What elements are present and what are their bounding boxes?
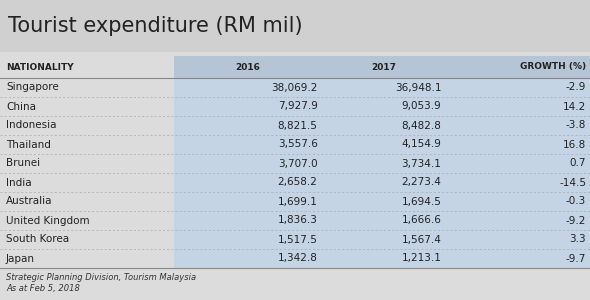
Text: Strategic Planning Division, Tourism Malaysia: Strategic Planning Division, Tourism Mal… [6, 272, 196, 281]
Text: South Korea: South Korea [6, 235, 69, 244]
Bar [174, 211, 322, 230]
Text: 1,567.4: 1,567.4 [402, 235, 441, 244]
Text: 2,273.4: 2,273.4 [402, 178, 441, 188]
Bar [174, 173, 322, 192]
Text: India: India [6, 178, 32, 188]
Text: 3,557.6: 3,557.6 [278, 140, 317, 149]
Text: Thailand: Thailand [6, 140, 51, 149]
Bar [445, 116, 590, 135]
Text: -9.2: -9.2 [566, 215, 586, 226]
Bar [322, 211, 445, 230]
Bar [174, 56, 322, 78]
Bar [445, 230, 590, 249]
Text: 36,948.1: 36,948.1 [395, 82, 441, 92]
Bar [174, 116, 322, 135]
Text: Japan: Japan [6, 254, 35, 263]
Text: United Kingdom: United Kingdom [6, 215, 90, 226]
Text: 1,213.1: 1,213.1 [402, 254, 441, 263]
Bar [322, 56, 445, 78]
Bar [174, 230, 322, 249]
Bar [322, 230, 445, 249]
Bar [322, 192, 445, 211]
Text: 2,658.2: 2,658.2 [278, 178, 317, 188]
Bar [174, 154, 322, 173]
Text: -2.9: -2.9 [566, 82, 586, 92]
Bar [174, 97, 322, 116]
Text: 9,053.9: 9,053.9 [402, 101, 441, 112]
Bar [445, 211, 590, 230]
Bar [322, 249, 445, 268]
Text: Singapore: Singapore [6, 82, 59, 92]
Text: -9.7: -9.7 [566, 254, 586, 263]
Text: -3.8: -3.8 [566, 121, 586, 130]
Bar [445, 97, 590, 116]
Bar [445, 173, 590, 192]
Text: 7,927.9: 7,927.9 [278, 101, 317, 112]
Bar [322, 154, 445, 173]
Bar [322, 116, 445, 135]
Bar [445, 56, 590, 78]
Text: Australia: Australia [6, 196, 53, 206]
Bar [0, 0, 590, 52]
Text: 3.3: 3.3 [569, 235, 586, 244]
Text: 1,836.3: 1,836.3 [278, 215, 317, 226]
Text: Tourist expenditure (RM mil): Tourist expenditure (RM mil) [8, 16, 303, 36]
Text: 1,694.5: 1,694.5 [402, 196, 441, 206]
Bar [445, 78, 590, 97]
Bar [445, 135, 590, 154]
Text: 2017: 2017 [371, 62, 396, 71]
Bar [174, 78, 322, 97]
Text: 4,154.9: 4,154.9 [402, 140, 441, 149]
Bar [445, 192, 590, 211]
Bar [174, 135, 322, 154]
Bar [322, 135, 445, 154]
Text: 14.2: 14.2 [563, 101, 586, 112]
Text: 1,666.6: 1,666.6 [402, 215, 441, 226]
Text: 38,069.2: 38,069.2 [271, 82, 317, 92]
Text: 8,482.8: 8,482.8 [402, 121, 441, 130]
Bar [322, 173, 445, 192]
Bar [445, 154, 590, 173]
Text: Brunei: Brunei [6, 158, 40, 169]
Text: -0.3: -0.3 [566, 196, 586, 206]
Text: -14.5: -14.5 [559, 178, 586, 188]
Bar [174, 192, 322, 211]
Text: 3,707.0: 3,707.0 [278, 158, 317, 169]
Text: As at Feb 5, 2018: As at Feb 5, 2018 [6, 284, 80, 292]
Text: Indonesia: Indonesia [6, 121, 57, 130]
Text: 1,342.8: 1,342.8 [278, 254, 317, 263]
Text: 1,699.1: 1,699.1 [278, 196, 317, 206]
Text: GROWTH (%): GROWTH (%) [520, 62, 586, 71]
Bar [322, 78, 445, 97]
Text: China: China [6, 101, 36, 112]
Text: 16.8: 16.8 [563, 140, 586, 149]
Text: 2016: 2016 [235, 62, 260, 71]
Text: 8,821.5: 8,821.5 [278, 121, 317, 130]
Text: NATIONALITY: NATIONALITY [6, 62, 74, 71]
Bar [322, 97, 445, 116]
Bar [174, 249, 322, 268]
Bar [445, 249, 590, 268]
Text: 1,517.5: 1,517.5 [278, 235, 317, 244]
Text: 0.7: 0.7 [569, 158, 586, 169]
Text: 3,734.1: 3,734.1 [402, 158, 441, 169]
